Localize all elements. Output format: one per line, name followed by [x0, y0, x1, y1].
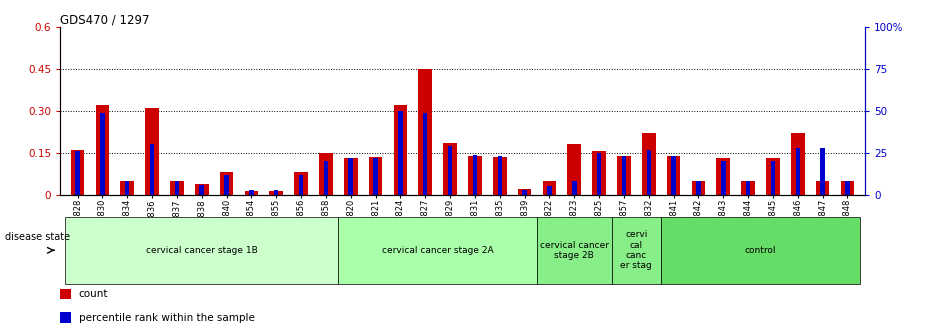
Bar: [244, 191, 258, 195]
Bar: [125, 181, 130, 195]
Bar: [498, 156, 502, 195]
Bar: [722, 161, 725, 195]
Bar: [374, 158, 377, 195]
Bar: [597, 153, 601, 195]
Bar: [816, 181, 830, 195]
Bar: [145, 108, 159, 195]
Bar: [548, 186, 551, 195]
Bar: [841, 181, 855, 195]
Bar: [423, 113, 427, 195]
Bar: [746, 181, 750, 195]
Bar: [473, 155, 477, 195]
Bar: [70, 150, 84, 195]
Bar: [393, 105, 407, 195]
Bar: [543, 181, 556, 195]
Bar: [319, 153, 333, 195]
Bar: [398, 111, 402, 195]
Bar: [672, 156, 676, 195]
Bar: [349, 158, 353, 195]
Bar: [100, 113, 105, 195]
Bar: [274, 190, 278, 195]
Bar: [294, 172, 308, 195]
Bar: [468, 156, 482, 195]
Bar: [75, 151, 80, 195]
Bar: [493, 157, 507, 195]
Bar: [642, 133, 656, 195]
Bar: [791, 133, 805, 195]
Bar: [95, 105, 109, 195]
Text: percentile rank within the sample: percentile rank within the sample: [79, 312, 254, 323]
Bar: [845, 181, 850, 195]
Bar: [622, 156, 626, 195]
Bar: [771, 161, 775, 195]
Bar: [448, 146, 452, 195]
Bar: [523, 190, 527, 195]
Bar: [667, 156, 681, 195]
Bar: [150, 144, 154, 195]
Bar: [224, 175, 228, 195]
Bar: [249, 190, 253, 195]
Bar: [195, 184, 208, 195]
Bar: [324, 161, 328, 195]
Bar: [741, 181, 755, 195]
Bar: [369, 157, 382, 195]
Bar: [567, 144, 581, 195]
Bar: [692, 181, 705, 195]
Bar: [697, 181, 701, 195]
Text: control: control: [745, 246, 776, 255]
Bar: [647, 150, 651, 195]
Bar: [418, 69, 432, 195]
Bar: [717, 159, 730, 195]
Bar: [820, 148, 825, 195]
Bar: [200, 185, 204, 195]
Text: cervi
cal
canc
er stag: cervi cal canc er stag: [621, 230, 652, 270]
Bar: [796, 148, 800, 195]
Bar: [175, 181, 179, 195]
Bar: [766, 159, 780, 195]
Bar: [120, 181, 134, 195]
Bar: [269, 191, 283, 195]
Text: cervical cancer stage 1B: cervical cancer stage 1B: [146, 246, 257, 255]
Bar: [572, 181, 576, 195]
Bar: [617, 156, 631, 195]
Bar: [344, 159, 358, 195]
Text: disease state: disease state: [5, 232, 69, 242]
Bar: [443, 143, 457, 195]
Text: count: count: [79, 289, 108, 299]
Text: GDS470 / 1297: GDS470 / 1297: [60, 13, 150, 27]
Bar: [299, 175, 303, 195]
Bar: [518, 189, 532, 195]
Bar: [170, 181, 184, 195]
Bar: [592, 152, 606, 195]
Text: cervical cancer stage 2A: cervical cancer stage 2A: [382, 246, 493, 255]
Text: cervical cancer
stage 2B: cervical cancer stage 2B: [540, 241, 609, 260]
Bar: [220, 172, 233, 195]
